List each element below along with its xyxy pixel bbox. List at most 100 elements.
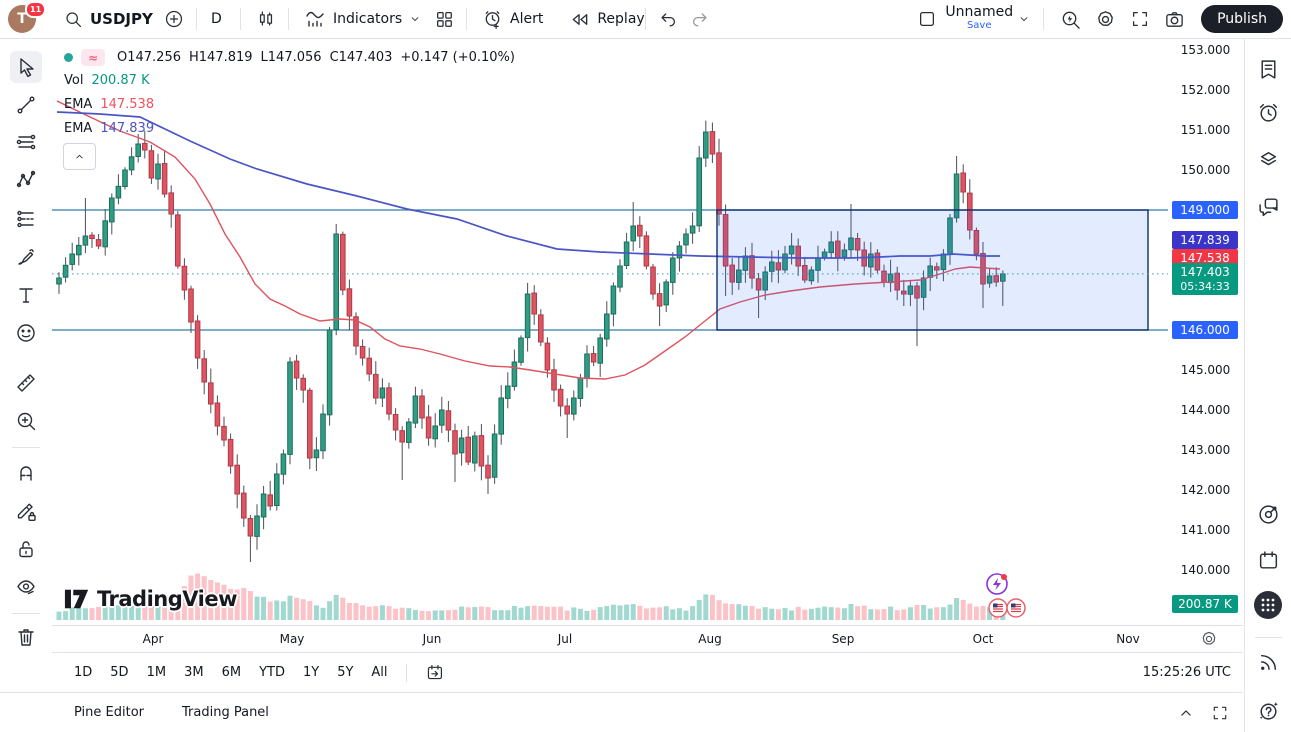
forecast-tool[interactable] (10, 203, 42, 235)
replay-button[interactable]: Replay (563, 5, 650, 34)
price-axis-badge: 200.87 K (1172, 595, 1238, 613)
apps-menu-button[interactable] (1254, 591, 1282, 619)
timezone-clock[interactable]: 15:25:26 UTC (1142, 665, 1231, 680)
month-label: Apr (142, 632, 164, 646)
chart-type-button[interactable] (250, 5, 282, 33)
snapshot-button[interactable] (1158, 5, 1191, 34)
gear-icon (1098, 10, 1113, 26)
ema-fast-legend-row[interactable]: EMA 147.538 (64, 97, 154, 112)
month-label: Jul (557, 632, 573, 646)
alerts-panel-button[interactable] (1253, 97, 1283, 127)
smiley-icon (17, 324, 35, 342)
range-3m[interactable]: 3M (184, 665, 204, 680)
range-5y[interactable]: 5Y (337, 665, 354, 680)
stay-in-drawing-mode-tool[interactable] (10, 495, 42, 527)
indicator-templates-button[interactable] (428, 5, 460, 33)
symbol-search-button[interactable]: USDJPY (58, 6, 159, 33)
range-1d[interactable]: 1D (74, 665, 93, 680)
remove-objects-tool[interactable] (10, 621, 42, 653)
settings-button[interactable] (1089, 5, 1122, 34)
ema-label: EMA (64, 121, 93, 136)
indicators-button[interactable]: Indicators (298, 4, 408, 34)
price-axis-badge: 149.000 (1172, 201, 1238, 219)
layout-button[interactable] (911, 5, 943, 33)
cursor-tool[interactable] (10, 51, 42, 83)
quick-search-button[interactable] (1054, 5, 1087, 34)
watchlist-button[interactable] (1253, 54, 1283, 84)
text-icon (19, 288, 33, 303)
calendar-button[interactable] (1253, 545, 1283, 575)
volume-legend-row[interactable]: Vol 200.87 K (64, 73, 150, 88)
zoom-in-icon (17, 412, 36, 431)
tradingview-watermark[interactable]: TradingView (64, 587, 237, 611)
help-button[interactable] (1253, 695, 1283, 725)
streams-button[interactable] (1253, 647, 1283, 677)
layout-save-button[interactable]: Unnamed Save (945, 5, 1013, 33)
hide-drawings-tool[interactable] (10, 571, 42, 603)
indicators-icon (306, 11, 324, 27)
price-pane-svg[interactable] (52, 39, 1168, 625)
go-to-date-button[interactable] (417, 660, 452, 685)
price-axis-badge: 147.538 (1172, 249, 1238, 267)
pattern-tool[interactable] (10, 164, 42, 196)
magnet-icon (20, 466, 32, 481)
price-axis[interactable]: 153.000 152.000 151.000 150.000 145.000 144.0… (1168, 39, 1243, 625)
toolbar-divider (645, 8, 646, 30)
month-label: Sep (831, 632, 855, 646)
zoom-in-tool[interactable] (10, 405, 42, 437)
ema-slow-legend-row[interactable]: EMA 147.839 (64, 121, 154, 136)
indicators-dropdown-arrow[interactable] (408, 8, 428, 30)
toolbar-divider (466, 8, 467, 30)
magnet-tool[interactable] (10, 456, 42, 488)
symbol-legend-row[interactable]: ≈ O147.256 H147.819 L147.056 C147.403 +0… (64, 49, 515, 66)
collapse-panel-button[interactable] (1177, 704, 1195, 722)
range-1y[interactable]: 1Y (302, 665, 320, 680)
toolbar-divider (288, 8, 289, 30)
undo-button[interactable] (652, 5, 684, 33)
month-label: Jun (422, 632, 442, 646)
emoji-tool[interactable] (10, 317, 42, 349)
camera-icon (1166, 11, 1183, 27)
lock-drawings-tool[interactable] (10, 533, 42, 565)
price-axis-badge: 147.839 (1172, 231, 1238, 249)
range-6m[interactable]: 6M (221, 665, 242, 680)
compare-add-symbol-button[interactable] (158, 5, 190, 33)
screener-button[interactable] (1253, 499, 1283, 529)
publish-label: Publish (1217, 11, 1267, 27)
fullscreen-button[interactable] (1124, 5, 1156, 33)
user-avatar[interactable]: T 11 (8, 1, 47, 33)
redo-button[interactable] (684, 5, 716, 33)
text-tool[interactable] (10, 279, 42, 311)
month-label: Nov (1116, 632, 1140, 646)
measure-tool[interactable] (10, 367, 42, 399)
watermark-text: TradingView (97, 587, 237, 611)
interval-button[interactable]: D (205, 7, 228, 31)
ohlc-close: C147.403 (329, 50, 393, 65)
layout-dropdown-arrow[interactable] (1015, 8, 1033, 30)
brush-tool[interactable] (10, 241, 42, 273)
price-tick-label: 151.000 (1180, 123, 1231, 137)
publish-button[interactable]: Publish (1201, 5, 1283, 33)
top-toolbar: T 11 USDJPY D (0, 0, 1291, 39)
time-axis[interactable]: Apr May Jun Jul Aug Sep Oct Nov (0, 625, 1243, 653)
range-all[interactable]: All (371, 665, 388, 680)
range-1m[interactable]: 1M (146, 665, 167, 680)
ohlc-high: H147.819 (189, 50, 253, 65)
chats-button[interactable] (1253, 191, 1283, 221)
pine-editor-button[interactable]: Pine Editor (74, 705, 145, 720)
trading-panel-button[interactable]: Trading Panel (182, 705, 269, 720)
chart-properties-button[interactable] (1200, 630, 1218, 648)
collapse-legend-button[interactable] (63, 143, 96, 170)
quick-search-icon (1062, 11, 1080, 29)
object-tree-button[interactable] (1253, 143, 1283, 173)
range-ytd[interactable]: YTD (259, 665, 285, 680)
fib-retracement-tool[interactable] (10, 126, 42, 158)
alert-button[interactable]: Alert (476, 5, 549, 34)
data-mode-badge[interactable]: ≈ (81, 49, 105, 66)
range-5d[interactable]: 5D (110, 665, 129, 680)
trend-line-tool[interactable] (10, 89, 42, 121)
chevron-up-icon (1181, 710, 1191, 716)
month-label: Aug (698, 632, 722, 646)
market-status-dot (64, 53, 73, 62)
maximize-panel-button[interactable] (1211, 704, 1229, 722)
